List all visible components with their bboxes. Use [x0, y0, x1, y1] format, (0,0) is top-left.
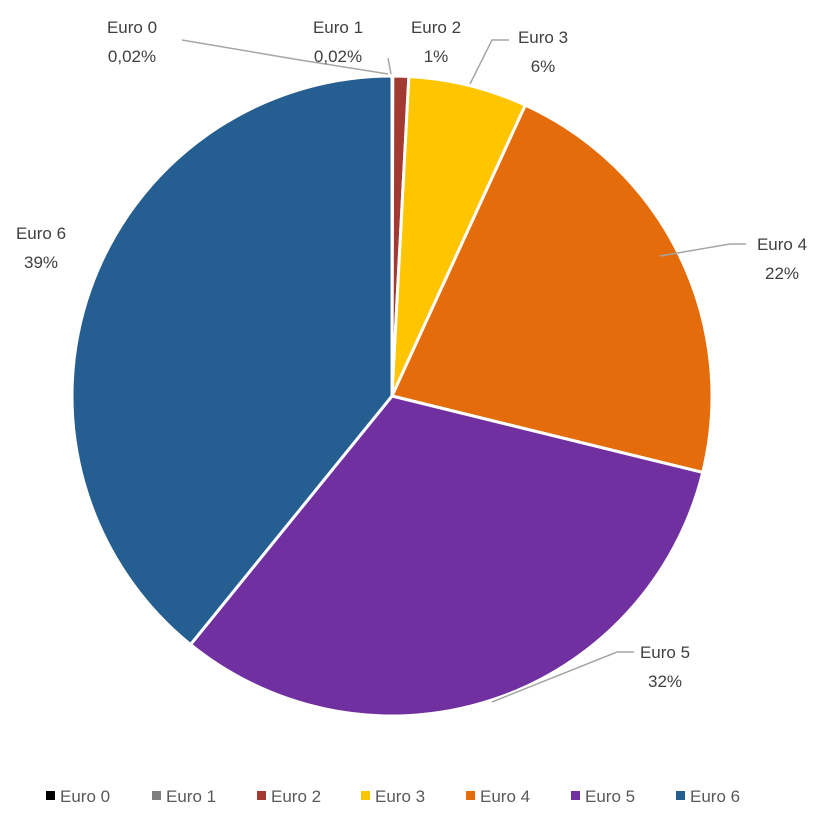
data-label-name-euro-2: Euro 2	[411, 18, 461, 37]
legend-item-euro-4: Euro 4	[466, 787, 530, 806]
data-label-euro-0: Euro 0 0,02%	[107, 18, 157, 66]
legend-swatch-euro-6	[676, 791, 685, 800]
data-label-name-euro-1: Euro 1	[313, 18, 363, 37]
data-label-value-euro-0: 0,02%	[108, 47, 156, 66]
legend: Euro 0 Euro 1 Euro 2 Euro 3 Euro 4 Euro 5 Euro…	[46, 787, 740, 806]
data-label-name-euro-0: Euro 0	[107, 18, 157, 37]
data-labels: Euro 0 0,02%Euro 1 0,02%Euro 2 1%Euro 3 6%Eu…	[16, 18, 807, 691]
leader-lines	[181, 39, 746, 703]
slice-euro-5	[189, 394, 705, 718]
legend-swatch-euro-4	[466, 791, 475, 800]
data-label-euro-5: Euro 5 32%	[640, 643, 690, 691]
legend-swatch-euro-2	[257, 791, 266, 800]
legend-item-euro-5: Euro 5	[571, 787, 635, 806]
slice-euro-6	[70, 74, 394, 647]
legend-label-euro-3: Euro 3	[375, 787, 425, 806]
legend-label-euro-5: Euro 5	[585, 787, 635, 806]
pie-slices	[70, 74, 714, 718]
legend-label-euro-4: Euro 4	[480, 787, 530, 806]
legend-item-euro-6: Euro 6	[676, 787, 740, 806]
slice-euro-3	[390, 74, 527, 398]
data-label-euro-4: Euro 4 22%	[757, 235, 807, 283]
legend-swatch-euro-1	[152, 791, 161, 800]
data-label-name-euro-5: Euro 5	[640, 643, 690, 662]
data-label-value-euro-2: 1%	[424, 47, 449, 66]
data-label-value-euro-4: 22%	[765, 264, 799, 283]
data-label-value-euro-3: 6%	[531, 57, 556, 76]
data-label-euro-1: Euro 1 0,02%	[313, 18, 363, 66]
data-label-euro-2: Euro 2 1%	[411, 18, 461, 66]
data-label-name-euro-4: Euro 4	[757, 235, 807, 254]
data-label-value-euro-5: 32%	[648, 672, 682, 691]
data-label-name-euro-6: Euro 6	[16, 224, 66, 243]
leader-line-euro-4	[659, 243, 746, 257]
legend-label-euro-0: Euro 0	[60, 787, 110, 806]
data-label-name-euro-3: Euro 3	[518, 28, 568, 47]
legend-swatch-euro-5	[571, 791, 580, 800]
legend-item-euro-0: Euro 0	[46, 787, 110, 806]
leader-line-euro-1	[387, 57, 392, 75]
legend-item-euro-3: Euro 3	[361, 787, 425, 806]
legend-swatch-euro-0	[46, 791, 55, 800]
data-label-euro-3: Euro 3 6%	[518, 28, 568, 76]
leader-line-euro-5	[491, 651, 634, 703]
data-label-euro-6: Euro 6 39%	[16, 224, 66, 272]
data-label-value-euro-6: 39%	[24, 253, 58, 272]
legend-label-euro-1: Euro 1	[166, 787, 216, 806]
slice-euro-4	[390, 103, 714, 474]
legend-item-euro-1: Euro 1	[152, 787, 216, 806]
data-label-value-euro-1: 0,02%	[314, 47, 362, 66]
leader-line-euro-0	[181, 39, 389, 75]
legend-label-euro-2: Euro 2	[271, 787, 321, 806]
legend-swatch-euro-3	[361, 791, 370, 800]
legend-label-euro-6: Euro 6	[690, 787, 740, 806]
legend-item-euro-2: Euro 2	[257, 787, 321, 806]
leader-line-euro-3	[469, 39, 509, 85]
